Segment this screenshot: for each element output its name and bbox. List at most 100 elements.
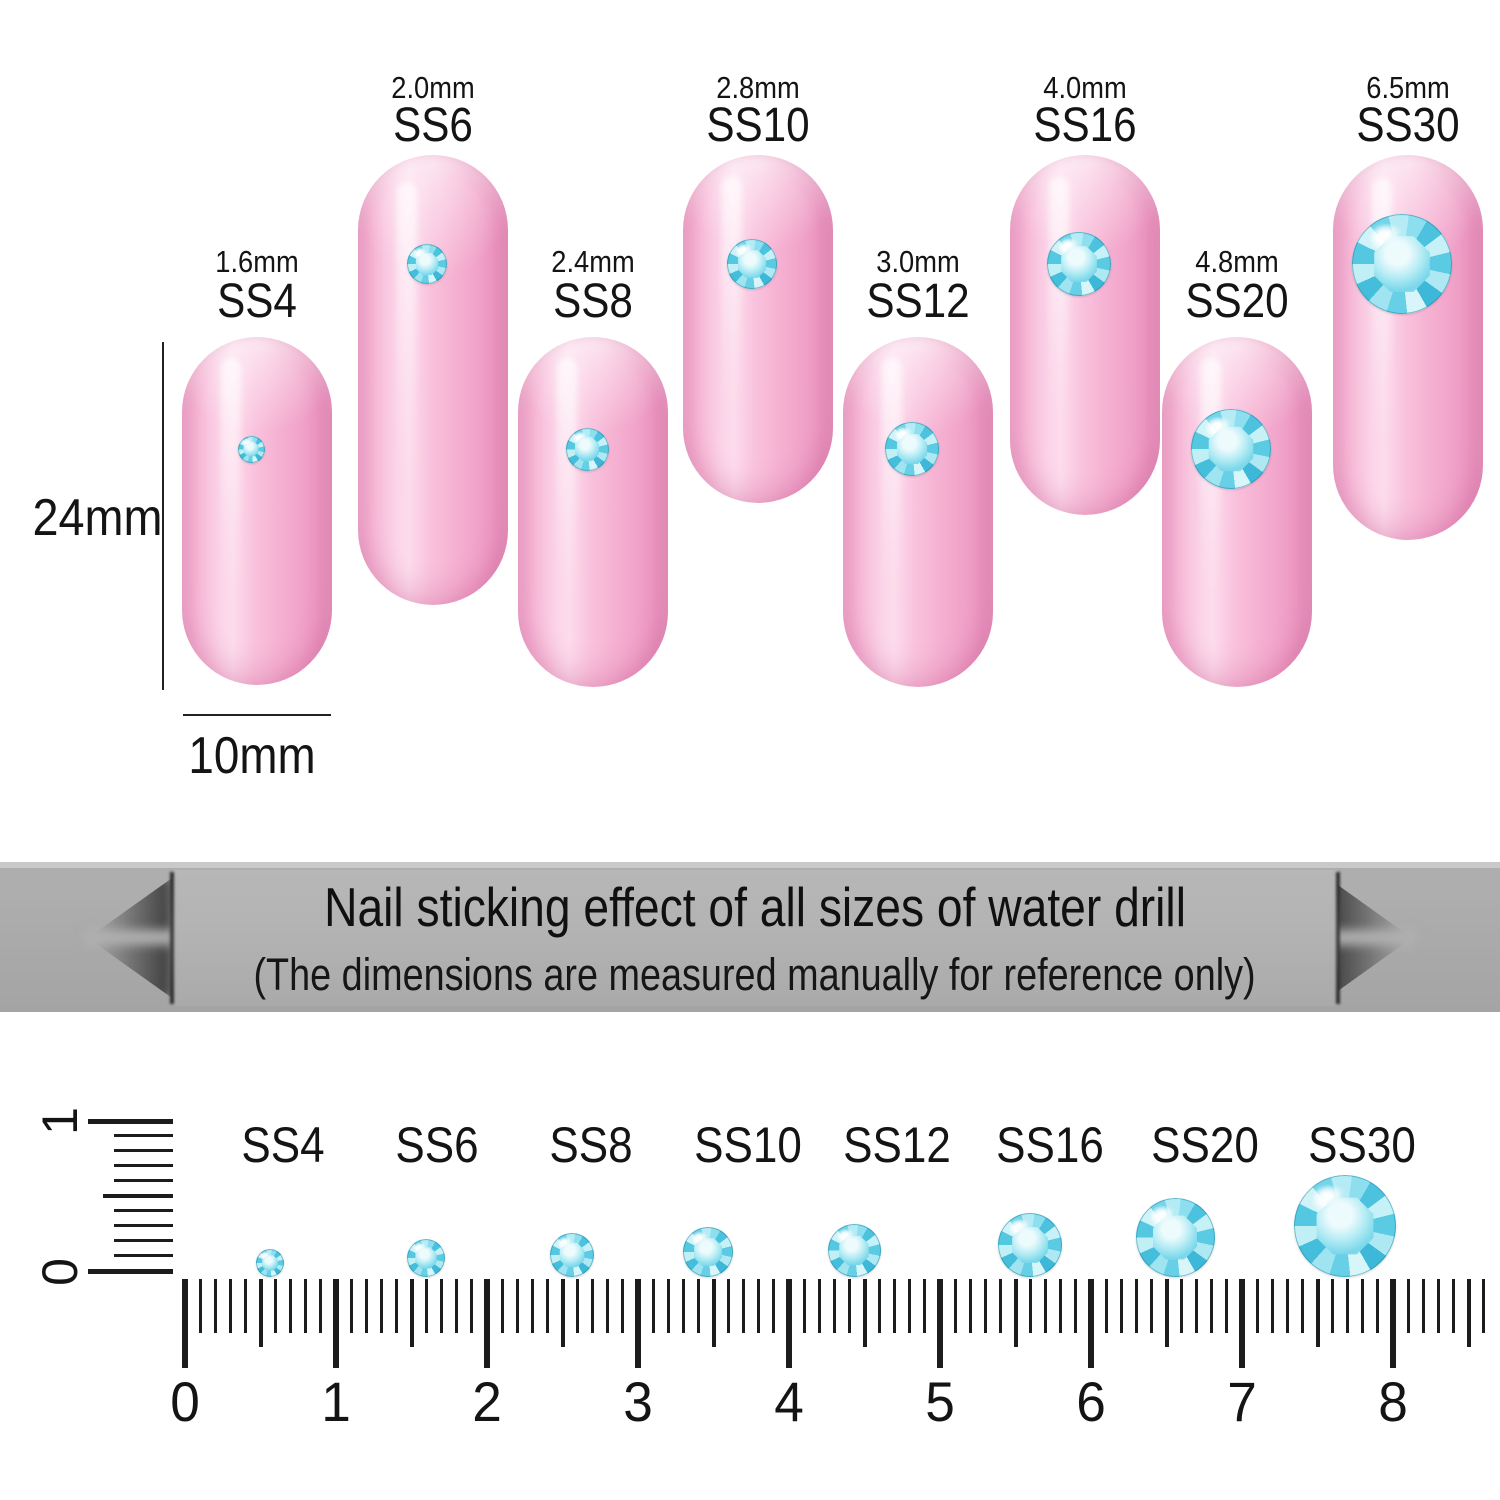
hruler-mm-tick: [1180, 1279, 1184, 1333]
ruler-size-label: SS30: [1301, 1120, 1423, 1170]
vruler-minor-tick: [114, 1254, 173, 1257]
hruler-half-tick: [1466, 1279, 1471, 1347]
nail-mm-label: 3.0mm: [871, 246, 966, 277]
nail-sizes-section: 24mm 10mm 1.6mm SS4 2.0mm SS6 2.4mm SS8 2.8mm S…: [0, 0, 1500, 862]
vruler-number: 0: [32, 1258, 88, 1286]
nail-mm-text: 6.5mm: [1366, 70, 1450, 105]
hruler-cm-tick: [786, 1279, 792, 1368]
vruler-minor-tick: [114, 1134, 173, 1137]
ruler-size-label: SS20: [1144, 1120, 1266, 1170]
hruler-cm-number: 6: [1075, 1374, 1106, 1430]
nail-mm-label: 2.8mm: [711, 72, 806, 103]
nail-mm-text: 4.8mm: [1195, 244, 1279, 279]
hruler-mm-tick: [983, 1279, 987, 1333]
vruler-minor-tick: [114, 1179, 173, 1182]
hruler-mm-tick: [576, 1279, 580, 1333]
banner-panel-left-edge: [170, 872, 174, 1004]
press-on-nail: [683, 155, 833, 503]
hruler-mm-tick: [545, 1279, 549, 1333]
hruler-mm-tick: [681, 1279, 685, 1333]
hruler-cm-number-text: 3: [623, 1370, 653, 1433]
press-on-nail: [518, 337, 668, 687]
hruler-cm-number: 3: [622, 1374, 653, 1430]
hruler-mm-tick: [802, 1279, 806, 1333]
hruler-cm-tick: [635, 1279, 641, 1368]
press-on-nail: [358, 155, 508, 605]
nail-size-label: SS20: [1178, 278, 1295, 326]
hruler-mm-tick: [757, 1279, 761, 1333]
hruler-mm-tick: [319, 1279, 323, 1333]
width-dimension-line: [183, 714, 331, 716]
rhinestone-gem: [1352, 214, 1452, 314]
ruler-rhinestone-gem: [683, 1227, 733, 1277]
vruler-minor-tick: [114, 1224, 173, 1227]
rhinestone-gem: [407, 244, 447, 284]
banner-panel: Nail sticking effect of all sizes of wat…: [172, 870, 1338, 1006]
ruler-size-label: SS4: [236, 1120, 331, 1170]
hruler-mm-tick: [1451, 1279, 1455, 1333]
width-dimension-text: 10mm: [188, 727, 316, 785]
height-dimension-line: [162, 342, 164, 690]
hruler-mm-tick: [908, 1279, 912, 1333]
hruler-mm-tick: [425, 1279, 429, 1333]
ruler-rhinestone-gem: [550, 1233, 594, 1277]
hruler-mm-tick: [515, 1279, 519, 1333]
hruler-mm-tick: [832, 1279, 836, 1333]
caption-banner: Nail sticking effect of all sizes of wat…: [0, 862, 1500, 1012]
ruler-rhinestone-gem: [1135, 1198, 1215, 1277]
ruler-rhinestone-gem: [1294, 1175, 1396, 1277]
rhinestone-gem: [565, 427, 609, 471]
ruler-size-text: SS8: [549, 1117, 633, 1173]
hruler-mm-tick: [998, 1279, 1002, 1333]
rhinestone-gem: [237, 435, 265, 463]
hruler-cm-number: 7: [1226, 1374, 1257, 1430]
hruler-mm-tick: [530, 1279, 534, 1333]
hruler-mm-tick: [455, 1279, 459, 1333]
hruler-mm-tick: [228, 1279, 232, 1333]
nail-size-label: SS6: [388, 102, 479, 150]
hruler-mm-tick: [1421, 1279, 1425, 1333]
hruler-mm-tick: [1361, 1279, 1365, 1333]
hruler-cm-number-text: 1: [321, 1370, 351, 1433]
hruler-mm-tick: [1331, 1279, 1335, 1333]
hruler-mm-tick: [1119, 1279, 1123, 1333]
press-on-nail: [843, 337, 993, 687]
hruler-mm-tick: [394, 1279, 398, 1333]
nail-size-text: SS4: [217, 275, 297, 328]
hruler-mm-tick: [364, 1279, 368, 1333]
ruler-size-label: SS12: [836, 1120, 958, 1170]
hruler-mm-tick: [500, 1279, 504, 1333]
hruler-half-tick: [258, 1279, 263, 1347]
nail-size-text: SS6: [393, 99, 473, 152]
hruler-half-tick: [1315, 1279, 1320, 1347]
hruler-mm-tick: [1436, 1279, 1440, 1333]
rhinestone-gem: [1191, 409, 1271, 489]
nail-size-text: SS20: [1185, 275, 1289, 328]
nail-mm-label: 2.0mm: [386, 72, 481, 103]
ruler-size-text: SS30: [1308, 1117, 1416, 1173]
hruler-cm-number-text: 6: [1076, 1370, 1106, 1433]
vruler-minor-tick: [114, 1209, 173, 1212]
vruler-major-tick: [88, 1269, 173, 1274]
rhinestone-gem: [885, 422, 939, 476]
hruler-mm-tick: [1300, 1279, 1304, 1333]
hruler-mm-tick: [304, 1279, 308, 1333]
press-on-nail: [1162, 337, 1312, 687]
hruler-cm-number: 0: [169, 1374, 200, 1430]
ruler-rhinestone-gem: [998, 1213, 1062, 1277]
vruler-minor-tick: [114, 1149, 173, 1152]
nail-mm-text: 4.0mm: [1043, 70, 1127, 105]
width-dimension-label: 10mm: [180, 730, 324, 782]
nail-size-text: SS12: [866, 275, 970, 328]
ruler-size-label: SS16: [989, 1120, 1111, 1170]
hruler-mm-tick: [1059, 1279, 1063, 1333]
hruler-mm-tick: [1044, 1279, 1048, 1333]
nail-size-label: SS30: [1349, 102, 1466, 150]
nail-mm-text: 1.6mm: [215, 244, 299, 279]
hruler-half-tick: [711, 1279, 716, 1347]
hruler-mm-tick: [379, 1279, 383, 1333]
ruler-size-text: SS12: [843, 1117, 951, 1173]
vruler-half-tick: [103, 1194, 173, 1198]
rhinestone-gem: [1047, 232, 1111, 296]
hruler-mm-tick: [1134, 1279, 1138, 1333]
